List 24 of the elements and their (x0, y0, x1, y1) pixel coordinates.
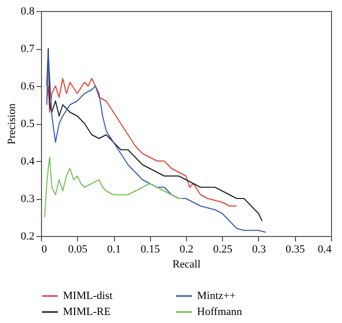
legend-label: Hoffmann (197, 306, 243, 318)
line-series (46, 78, 238, 206)
y-tick-label: 0.7 (20, 43, 35, 55)
line-series (44, 156, 183, 218)
y-tick-label: 0.6 (20, 80, 35, 92)
y-tick-label: 0.8 (20, 6, 35, 18)
y-axis-title: Precision (6, 103, 18, 144)
y-tick-label: 0.3 (20, 193, 35, 205)
y-tick-label: 0.4 (20, 156, 35, 168)
legend-label: Mintz++ (197, 290, 236, 302)
x-tick-label: 0.2 (180, 244, 194, 256)
x-tick-label: 0.15 (140, 244, 160, 256)
x-tick-label: 0.3 (252, 244, 266, 256)
legend-label: MIML-RE (63, 306, 111, 318)
x-tick-label: 0.35 (286, 244, 306, 256)
x-tick-label: 0.4 (318, 244, 332, 256)
x-axis-title: Recall (172, 258, 201, 270)
legend-label: MIML-dist (63, 290, 112, 302)
x-tick-label: 0 (42, 244, 48, 256)
x-tick-label: 0.05 (68, 244, 88, 256)
y-tick-label: 0.2 (20, 230, 34, 242)
x-tick-label: 0.1 (107, 244, 121, 256)
x-tick-label: 0.25 (213, 244, 233, 256)
y-tick-label: 0.5 (20, 118, 35, 130)
